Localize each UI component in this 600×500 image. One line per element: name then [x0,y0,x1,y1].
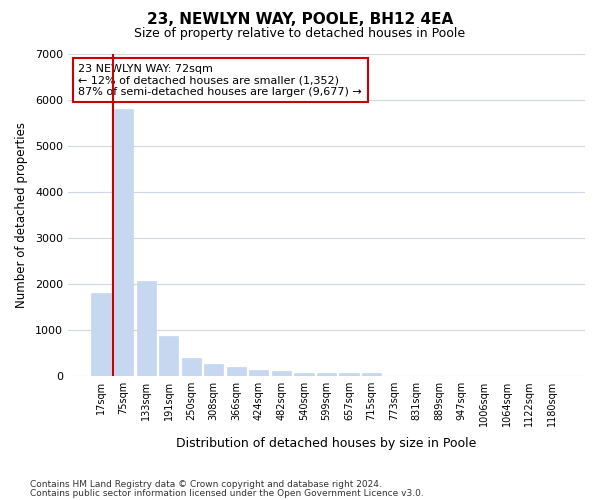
Bar [249,370,268,376]
Text: Contains public sector information licensed under the Open Government Licence v3: Contains public sector information licen… [30,488,424,498]
Bar [159,336,178,376]
Text: 23, NEWLYN WAY, POOLE, BH12 4EA: 23, NEWLYN WAY, POOLE, BH12 4EA [147,12,453,28]
Bar [204,364,223,376]
Bar [272,372,291,376]
Bar [295,372,314,376]
Bar [182,358,201,376]
Y-axis label: Number of detached properties: Number of detached properties [15,122,28,308]
Bar [317,373,336,376]
Text: Contains HM Land Registry data © Crown copyright and database right 2024.: Contains HM Land Registry data © Crown c… [30,480,382,489]
Bar [137,282,155,376]
Bar [91,293,110,376]
Bar [227,368,246,376]
Bar [340,373,359,376]
X-axis label: Distribution of detached houses by size in Poole: Distribution of detached houses by size … [176,437,476,450]
Text: Size of property relative to detached houses in Poole: Size of property relative to detached ho… [134,28,466,40]
Bar [114,109,133,376]
Text: 23 NEWLYN WAY: 72sqm
← 12% of detached houses are smaller (1,352)
87% of semi-de: 23 NEWLYN WAY: 72sqm ← 12% of detached h… [78,64,362,97]
Bar [362,373,381,376]
